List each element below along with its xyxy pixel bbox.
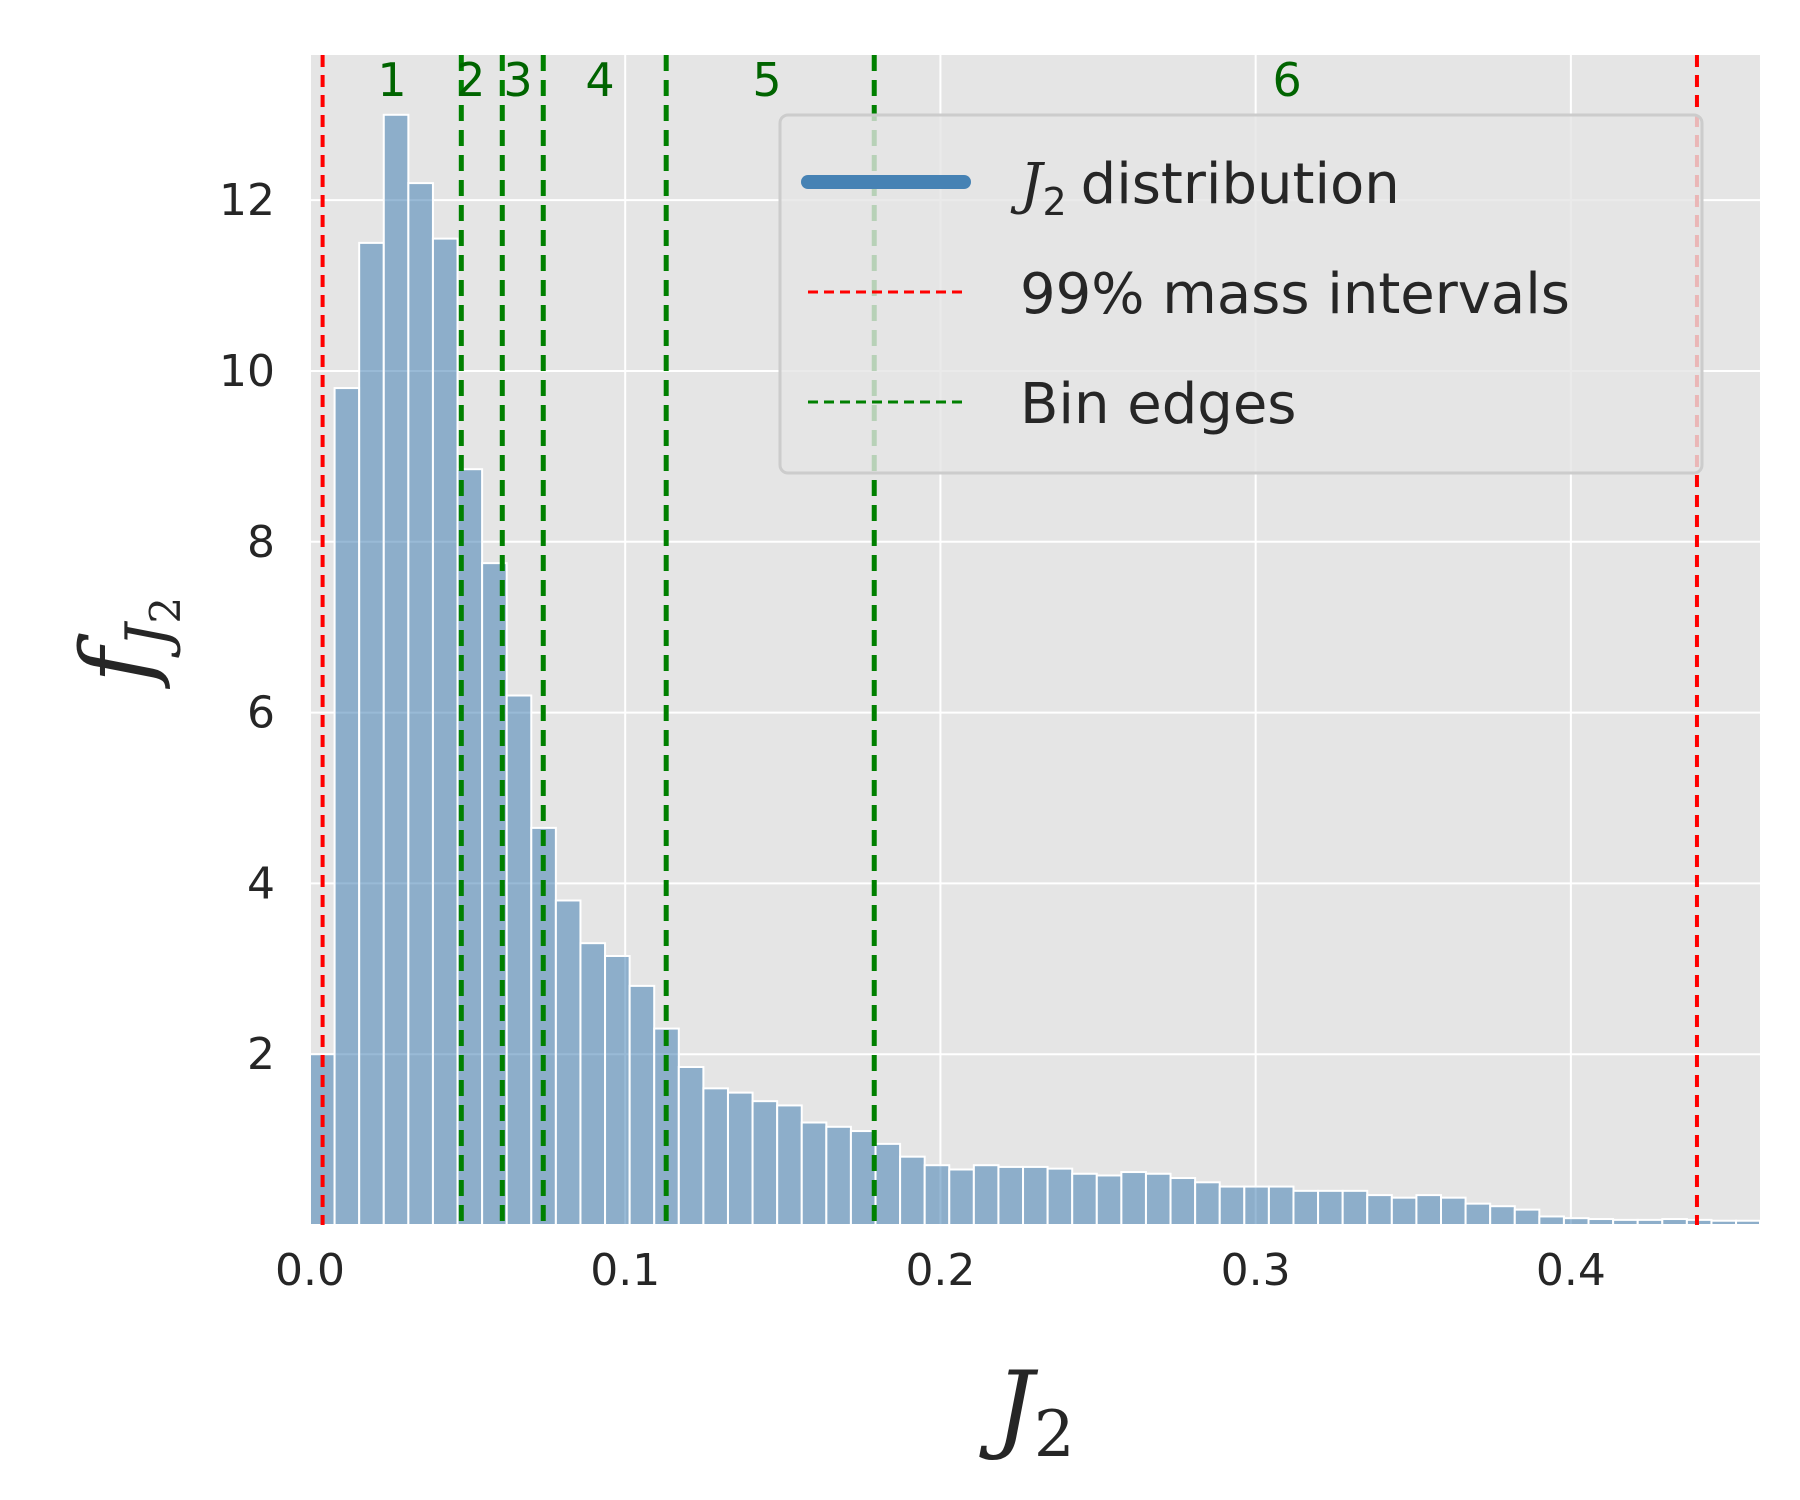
bin-number-label: 3 xyxy=(503,53,532,107)
histogram-bar xyxy=(849,1130,877,1226)
y-tick-labels: 2 4 6 8 10 12 xyxy=(219,175,275,1080)
y-axis-title-subsub: 2 xyxy=(141,597,190,624)
histogram-bar xyxy=(899,1155,926,1226)
legend-bin-edges-label: Bin edges xyxy=(1020,372,1296,437)
histogram-bar xyxy=(1685,1218,1713,1226)
histogram-bar xyxy=(776,1104,803,1227)
histogram-bar xyxy=(972,1164,1000,1227)
histogram-bar xyxy=(604,954,631,1226)
histogram-bar xyxy=(1341,1189,1369,1226)
histogram-bar xyxy=(1267,1185,1295,1226)
histogram-bar xyxy=(554,899,582,1226)
histogram-bar xyxy=(1489,1205,1516,1226)
y-tick-label: 8 xyxy=(247,517,275,568)
y-tick-label: 6 xyxy=(247,688,275,739)
bin-number-label: 6 xyxy=(1273,53,1302,107)
histogram-bar xyxy=(1636,1218,1664,1226)
x-tick-label: 0.2 xyxy=(905,1245,975,1296)
histogram-bar xyxy=(1022,1165,1049,1226)
histogram-bar xyxy=(1562,1217,1590,1226)
x-tick-label: 0.3 xyxy=(1221,1245,1291,1296)
y-tick-label: 4 xyxy=(247,858,275,909)
histogram-bar xyxy=(358,241,385,1226)
legend-distribution-text: distribution xyxy=(1081,152,1400,217)
histogram-bar xyxy=(923,1164,951,1227)
x-tick-label: 0.1 xyxy=(590,1245,660,1296)
histogram-bar xyxy=(382,113,410,1227)
x-tick-labels: 0.0 0.1 0.2 0.3 0.4 xyxy=(275,1245,1606,1296)
histogram-bar xyxy=(1095,1174,1123,1227)
histogram-bar xyxy=(1194,1181,1221,1227)
histogram-bar xyxy=(1317,1189,1344,1226)
histogram-bar xyxy=(1292,1189,1320,1226)
legend-mass-interval-label: 99% mass intervals xyxy=(1020,262,1570,327)
histogram-bar xyxy=(702,1087,729,1226)
histogram-bar xyxy=(1243,1185,1270,1226)
x-axis-title: J2 xyxy=(978,1351,1074,1472)
histogram-bar xyxy=(1366,1194,1393,1227)
y-axis-title: fJ2 xyxy=(61,597,190,689)
legend-distribution-label: J2 distribution xyxy=(1010,152,1400,224)
histogram-bar xyxy=(1071,1172,1098,1227)
histogram-bar xyxy=(1735,1219,1761,1227)
histogram-bar xyxy=(628,984,656,1226)
histogram-bar xyxy=(726,1091,754,1226)
histogram-bar xyxy=(997,1165,1025,1226)
bin-number-label: 5 xyxy=(752,53,781,107)
histogram-bar xyxy=(1120,1171,1147,1227)
histogram-bar xyxy=(1440,1196,1467,1226)
histogram-bar xyxy=(431,237,459,1226)
histogram-bar xyxy=(1390,1196,1418,1226)
histogram-bar xyxy=(874,1142,902,1227)
histogram-bar xyxy=(1710,1219,1738,1227)
x-axis-title-sub: 2 xyxy=(1034,1398,1075,1472)
legend-distribution-math-sub: 2 xyxy=(1042,180,1066,224)
histogram-bar xyxy=(948,1168,975,1226)
histogram-bar xyxy=(1046,1167,1074,1226)
y-tick-label: 10 xyxy=(219,346,275,397)
histogram-bar xyxy=(407,182,434,1227)
x-tick-label: 0.4 xyxy=(1536,1245,1606,1296)
histogram-bar xyxy=(1612,1218,1639,1226)
histogram-bar xyxy=(1513,1208,1541,1226)
legend-box xyxy=(778,113,1704,475)
y-tick-label: 12 xyxy=(219,175,275,226)
histogram-bar xyxy=(505,694,533,1226)
reference-lines xyxy=(320,55,1699,1225)
x-tick-label: 0.0 xyxy=(275,1245,345,1296)
bin-number-label: 4 xyxy=(585,53,614,107)
x-axis-title-main: J xyxy=(978,1351,1038,1463)
bin-number-label: 2 xyxy=(456,53,485,107)
y-tick-label: 2 xyxy=(247,1029,275,1080)
histogram-bar xyxy=(677,1066,705,1227)
histogram-bar xyxy=(1464,1202,1492,1227)
histogram-bar xyxy=(333,387,361,1227)
histogram-bar xyxy=(1661,1218,1688,1226)
histogram-bar xyxy=(1587,1218,1615,1226)
histogram-bar xyxy=(825,1125,852,1227)
legend: J2 distribution 99% mass intervals Bin ed… xyxy=(778,113,1704,475)
histogram-bar xyxy=(1538,1215,1565,1226)
histogram-bar xyxy=(579,942,607,1226)
histogram-bar xyxy=(1144,1172,1172,1227)
histogram-bar xyxy=(800,1121,828,1226)
histogram-bar xyxy=(751,1100,779,1226)
histogram-bar xyxy=(1218,1185,1246,1226)
histogram-bar xyxy=(1169,1177,1197,1226)
histogram-bar xyxy=(1415,1194,1443,1227)
bin-number-label: 1 xyxy=(377,53,406,107)
